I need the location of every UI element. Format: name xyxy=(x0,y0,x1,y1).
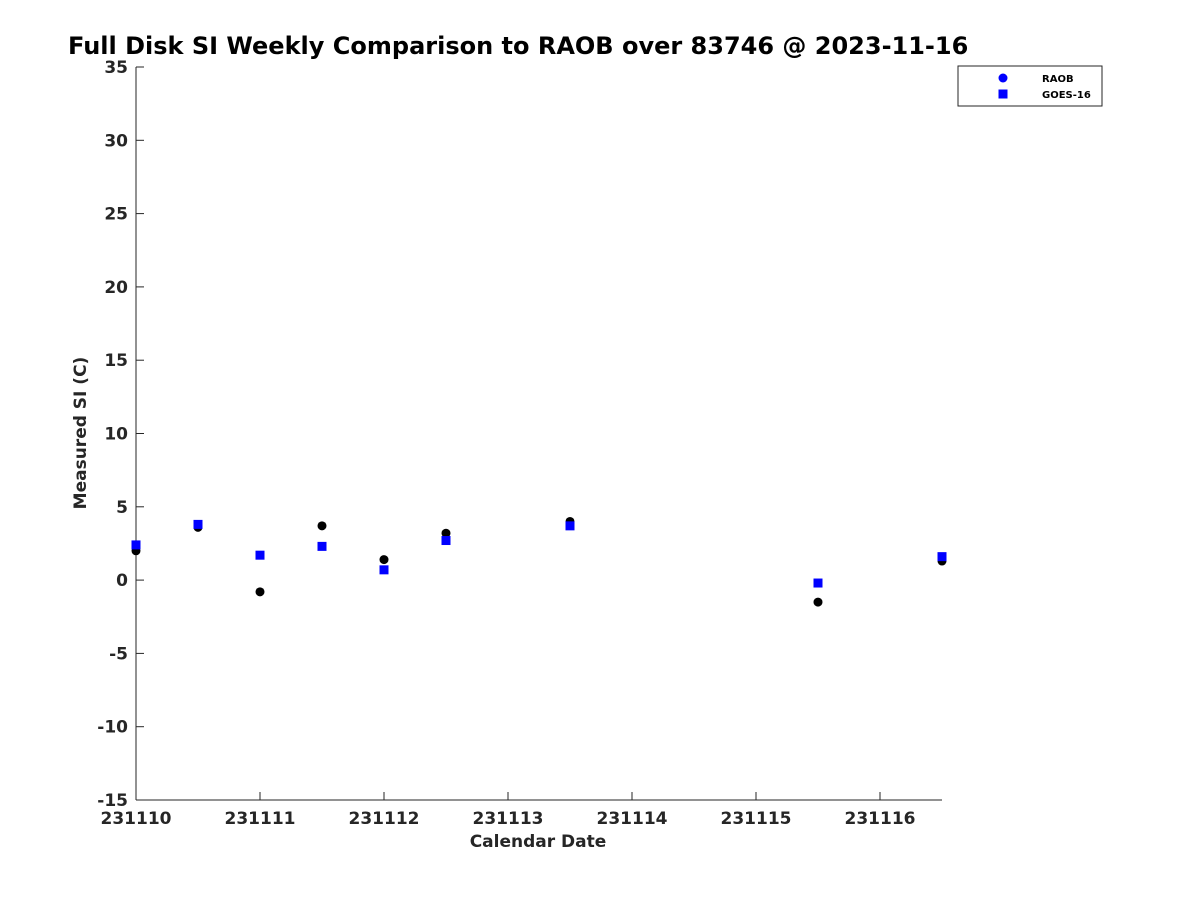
y-tick-label: -10 xyxy=(97,718,128,738)
y-tick-label: 15 xyxy=(104,351,128,371)
x-tick-label: 231110 xyxy=(101,809,172,829)
x-tick-label: 231116 xyxy=(845,809,916,829)
goes16-point xyxy=(813,578,823,588)
x-tick-label: 231113 xyxy=(473,809,544,829)
chart-title: Full Disk SI Weekly Comparison to RAOB o… xyxy=(68,32,968,60)
legend-marker-raob xyxy=(998,73,1008,83)
y-axis-title: Measured SI (C) xyxy=(71,357,91,510)
series-raob xyxy=(131,516,947,607)
goes16-point xyxy=(379,565,389,575)
goes16-point xyxy=(441,536,451,546)
y-tick-label: 25 xyxy=(104,205,128,225)
x-tick-label: 231115 xyxy=(721,809,792,829)
y-tick-label: 35 xyxy=(104,58,128,78)
goes16-point xyxy=(937,552,947,562)
goes16-point xyxy=(565,521,575,531)
y-tick-label: 20 xyxy=(104,278,128,298)
y-tick-label: 5 xyxy=(116,498,128,518)
raob-point xyxy=(317,521,327,531)
raob-point xyxy=(441,528,451,538)
goes16-point xyxy=(255,550,265,560)
raob-point xyxy=(379,555,389,565)
y-tick-label: 30 xyxy=(104,131,128,151)
x-tick-label: 231112 xyxy=(349,809,420,829)
goes16-point xyxy=(131,540,141,550)
legend-box xyxy=(957,65,1103,107)
legend: RAOB GOES-16 xyxy=(957,65,1103,107)
y-tick-label: -15 xyxy=(97,791,128,811)
raob-point xyxy=(255,587,265,597)
y-tick-label: -5 xyxy=(109,644,128,664)
x-tick-label: 231114 xyxy=(597,809,668,829)
plot-points xyxy=(131,516,947,607)
x-tick-label: 231111 xyxy=(225,809,296,829)
legend-label: GOES-16 xyxy=(1042,90,1091,101)
x-axis-title: Calendar Date xyxy=(470,832,607,852)
series-goes-16 xyxy=(131,519,947,588)
goes16-point xyxy=(317,541,327,551)
legend-marker-goes16 xyxy=(998,89,1008,99)
legend-label: RAOB xyxy=(1042,74,1074,85)
raob-point xyxy=(813,597,823,607)
y-tick-label: 0 xyxy=(116,571,128,591)
y-tick-label: 10 xyxy=(104,425,128,445)
goes16-point xyxy=(193,519,203,529)
